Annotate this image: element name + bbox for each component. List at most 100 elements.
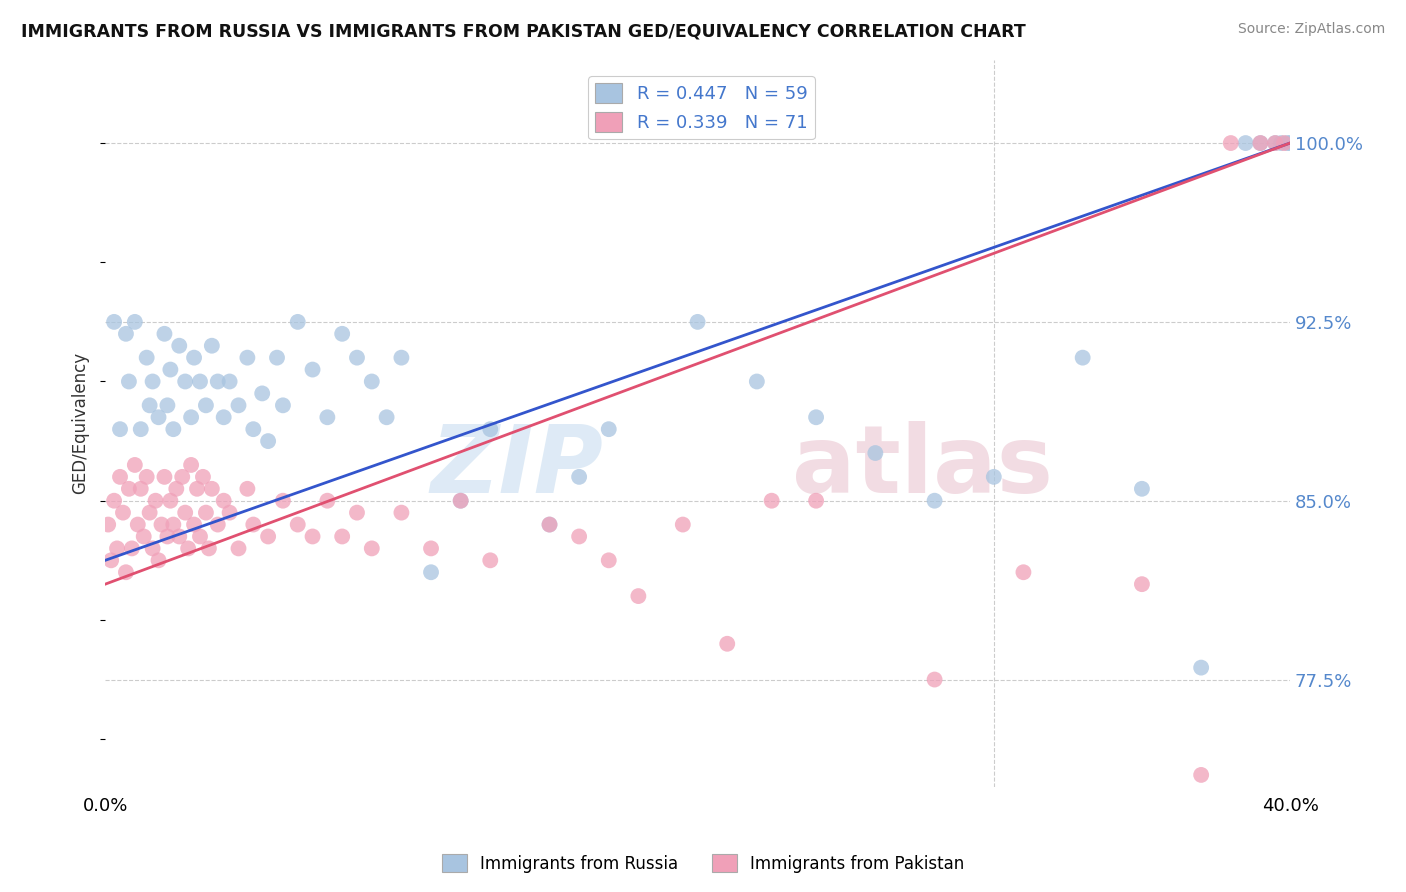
Point [142, 541, 165, 556]
Point [686, 315, 709, 329]
Point [108, 422, 131, 436]
Point [257, 529, 280, 543]
Point [198, 541, 221, 556]
Point [716, 637, 738, 651]
Point [124, 458, 146, 472]
Point [156, 529, 179, 543]
Text: IMMIGRANTS FROM RUSSIA VS IMMIGRANTS FROM PAKISTAN GED/EQUIVALENCY CORRELATION C: IMMIGRANTS FROM RUSSIA VS IMMIGRANTS FRO… [21, 22, 1026, 40]
Point [287, 315, 309, 329]
Point [121, 541, 143, 556]
Legend: R = 0.447   N = 59, R = 0.339   N = 71: R = 0.447 N = 59, R = 0.339 N = 71 [588, 76, 815, 139]
Point [598, 422, 620, 436]
Point [1275, 136, 1298, 150]
Point [129, 422, 152, 436]
Point [242, 517, 264, 532]
Point [271, 398, 294, 412]
Point [201, 339, 224, 353]
Point [188, 529, 211, 543]
Point [183, 351, 205, 365]
Point [538, 517, 561, 532]
Point [330, 326, 353, 341]
Point [420, 566, 443, 580]
Point [865, 446, 887, 460]
Point [207, 517, 229, 532]
Point [132, 529, 155, 543]
Point [346, 351, 368, 365]
Point [97, 517, 120, 532]
Point [924, 493, 946, 508]
Point [212, 410, 235, 425]
Point [745, 375, 768, 389]
Point [174, 506, 197, 520]
Point [145, 493, 167, 508]
Point [156, 398, 179, 412]
Point [228, 398, 250, 412]
Point [479, 553, 502, 567]
Point [1189, 660, 1212, 674]
Point [183, 517, 205, 532]
Point [111, 506, 134, 520]
Point [135, 351, 157, 365]
Point [236, 482, 259, 496]
Point [115, 326, 138, 341]
Point [115, 566, 138, 580]
Text: Source: ZipAtlas.com: Source: ZipAtlas.com [1237, 22, 1385, 37]
Point [159, 493, 181, 508]
Point [162, 517, 184, 532]
Point [420, 541, 443, 556]
Point [568, 470, 591, 484]
Point [191, 470, 214, 484]
Text: atlas: atlas [793, 421, 1053, 513]
Point [287, 517, 309, 532]
Point [165, 482, 187, 496]
Point [391, 506, 413, 520]
Point [148, 553, 170, 567]
Text: ZIP: ZIP [430, 421, 603, 513]
Point [316, 493, 339, 508]
Point [118, 482, 141, 496]
Point [1249, 136, 1271, 150]
Point [301, 362, 323, 376]
Point [1189, 768, 1212, 782]
Point [148, 410, 170, 425]
Point [391, 351, 413, 365]
Point [627, 589, 650, 603]
Point [207, 375, 229, 389]
Point [1234, 136, 1257, 150]
Point [983, 470, 1005, 484]
Point [105, 541, 128, 556]
Point [1264, 136, 1286, 150]
Point [1071, 351, 1094, 365]
Legend: Immigrants from Russia, Immigrants from Pakistan: Immigrants from Russia, Immigrants from … [434, 847, 972, 880]
Point [103, 315, 125, 329]
Point [1279, 136, 1302, 150]
Point [103, 493, 125, 508]
Point [360, 375, 382, 389]
Point [218, 506, 240, 520]
Point [188, 375, 211, 389]
Point [301, 529, 323, 543]
Point [1130, 482, 1153, 496]
Point [375, 410, 398, 425]
Point [127, 517, 149, 532]
Point [124, 315, 146, 329]
Point [672, 517, 695, 532]
Point [924, 673, 946, 687]
Point [142, 375, 165, 389]
Point [1219, 136, 1241, 150]
Point [167, 529, 190, 543]
Point [162, 422, 184, 436]
Point [177, 541, 200, 556]
Point [186, 482, 208, 496]
Point [479, 422, 502, 436]
Point [228, 541, 250, 556]
Point [100, 553, 122, 567]
Point [129, 482, 152, 496]
Point [174, 375, 197, 389]
Point [108, 470, 131, 484]
Point [1012, 566, 1035, 580]
Point [167, 339, 190, 353]
Point [180, 458, 202, 472]
Point [330, 529, 353, 543]
Point [212, 493, 235, 508]
